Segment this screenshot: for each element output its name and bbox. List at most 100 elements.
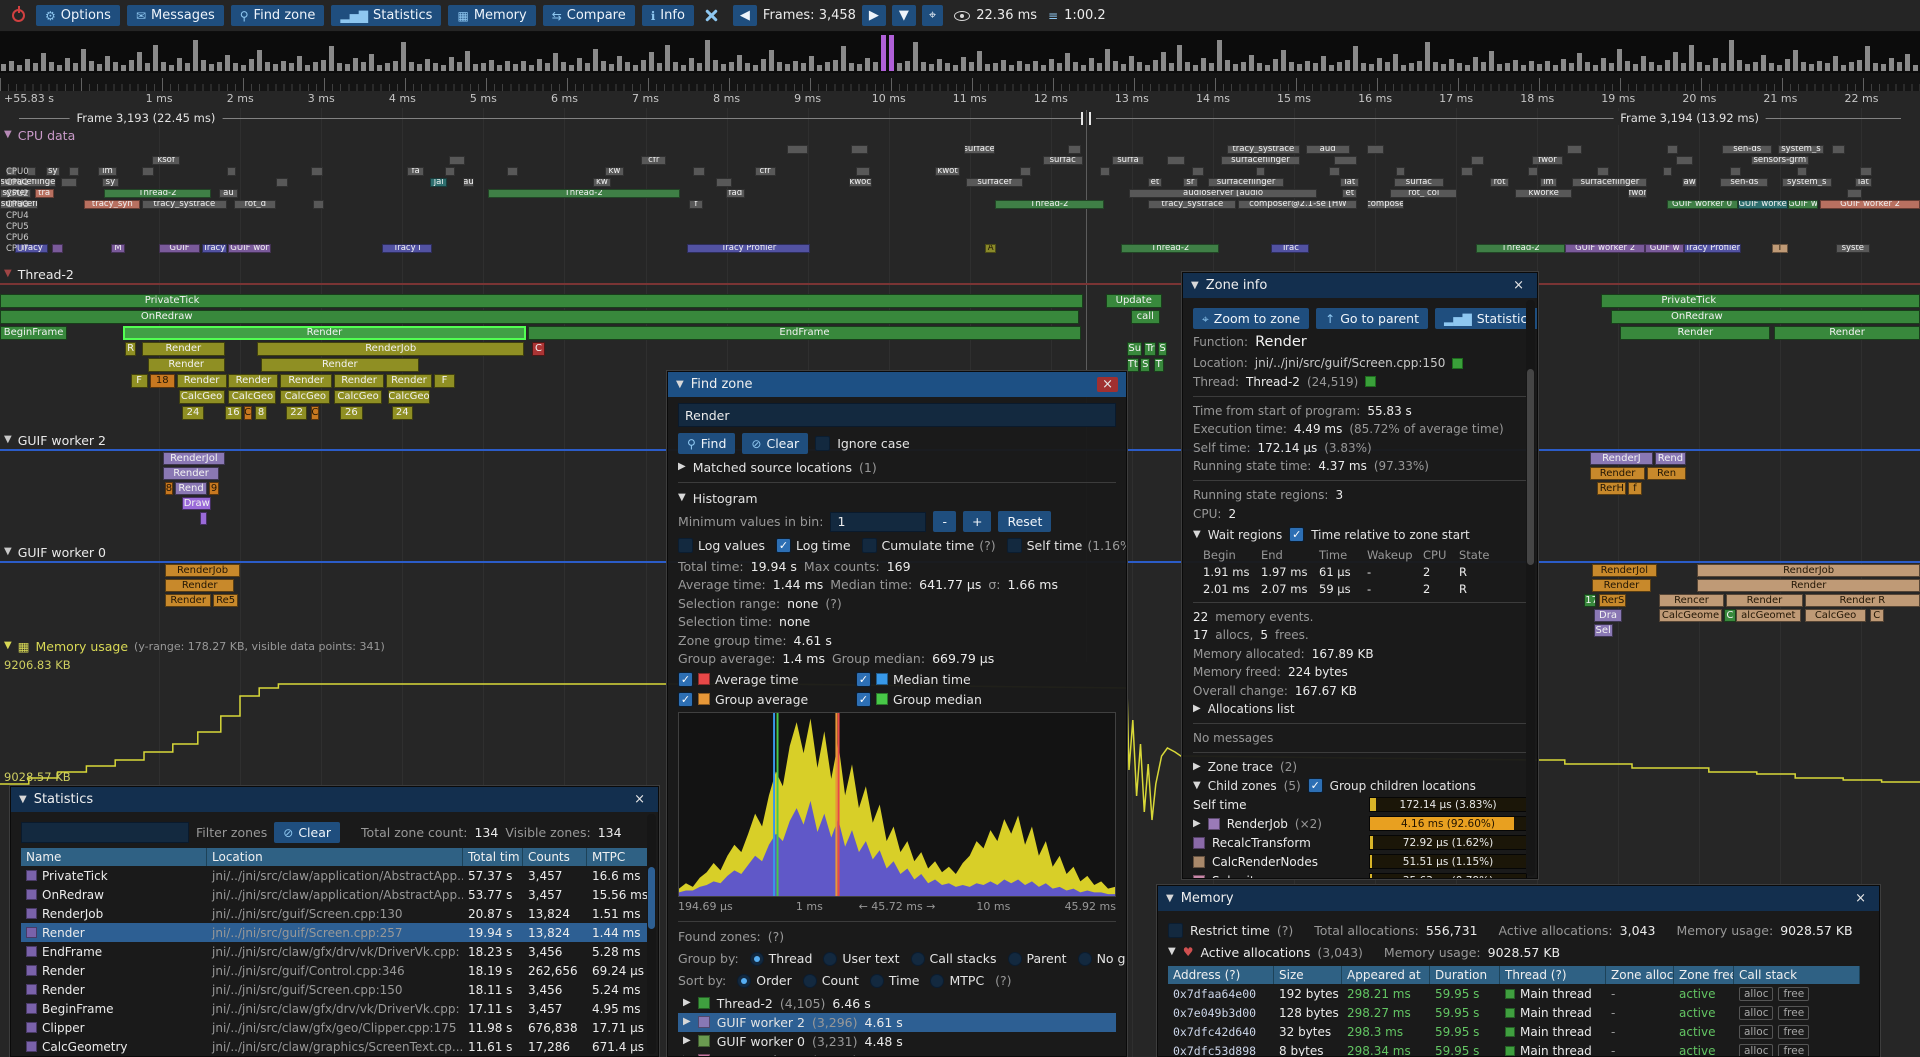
column-header[interactable]: Name	[21, 847, 207, 866]
timeline-zone[interactable]	[26, 167, 37, 176]
timeline-zone[interactable]	[1019, 167, 1032, 176]
min-bin-input[interactable]	[830, 511, 927, 532]
zone-group-guif-worker-2[interactable]: ▶ GUIF worker 2 (3,296) 4.61 s	[678, 1012, 1116, 1032]
timeline-zone-draw[interactable]: Draw	[182, 497, 212, 510]
timeline-zone-renderj[interactable]: RenderJ	[1589, 452, 1654, 465]
call-stack-link[interactable]: free	[1778, 1005, 1810, 1020]
call-stack-link[interactable]: free	[1778, 1043, 1810, 1056]
section-header-memory-usage[interactable]: ▼ ▦ Memory usage (y-range: 178.27 KB, visib…	[4, 638, 385, 654]
timeline-zone-c[interactable]: C	[531, 342, 546, 356]
sort-by-mtpc[interactable]: MTPC	[930, 973, 984, 988]
timeline-zone-jal[interactable]: jal	[430, 178, 448, 187]
collapse-icon[interactable]: ▼	[4, 546, 12, 557]
collapse-icon[interactable]: ▼	[676, 378, 684, 390]
timeline-zone-c[interactable]: C	[243, 406, 252, 420]
next-frame-button[interactable]: ▶	[861, 5, 886, 26]
group-by-user-text[interactable]: User text	[823, 951, 900, 966]
ignore-case-checkbox[interactable]	[815, 436, 831, 451]
timeline-zone-ksof[interactable]: ksof	[151, 156, 181, 165]
average-time-checkbox[interactable]: ✓	[678, 671, 693, 687]
timeline-zone[interactable]	[1470, 156, 1485, 165]
timeline-zone-sen-ds[interactable]: sen-ds	[1722, 145, 1773, 154]
memory-table-row[interactable]: 0x7dfaa64e00 192 bytes 298.21 ms 59.95 s Mai…	[1168, 984, 1869, 1003]
toolbar-button-info[interactable]: ℹ Info	[641, 5, 694, 26]
collapse-icon[interactable]: ▼	[1166, 892, 1174, 904]
parent-radio[interactable]	[1007, 951, 1022, 966]
button-zoom-to-zone[interactable]: ⌖ Zoom to zone	[1193, 308, 1310, 329]
group-median-checkbox[interactable]: ✓	[856, 691, 871, 707]
timeline-zone-render[interactable]: Render	[385, 374, 432, 388]
timeline-zone[interactable]	[1328, 167, 1341, 176]
timeline-zone-update[interactable]: Update	[1105, 294, 1162, 308]
timeline-zone[interactable]	[449, 156, 465, 165]
timeline-zone-i[interactable]: I	[1772, 244, 1788, 253]
timeline-zone-renderjob[interactable]: RenderJob	[1697, 564, 1920, 577]
timeline-zone-surfaceflinger[interactable]: surfaceflinger	[1572, 178, 1648, 187]
toolbar-button-find-zone[interactable]: ⚲ Find zone	[230, 5, 325, 26]
timeline-zone-ren[interactable]: Ren	[1647, 467, 1686, 480]
memory-table-row[interactable]: 0x7dfc53d898 8 bytes 298.34 ms 59.95 s Main …	[1168, 1041, 1869, 1056]
timeline-zone-iat[interactable]: iat	[1340, 178, 1360, 187]
count-radio[interactable]	[802, 973, 817, 988]
timeline-zone-render[interactable]: Render	[228, 374, 279, 388]
timeline-zone-sensors-grm[interactable]: sensors-grm	[1751, 156, 1809, 165]
group-by-call-stacks[interactable]: Call stacks	[910, 951, 997, 966]
collapse-icon[interactable]: ▼	[4, 434, 12, 445]
statistics-row[interactable]: PrivateTick jni/../jni/src/claw/applicati…	[21, 866, 648, 885]
timeline-zone-privatetick[interactable]: PrivateTick	[1601, 294, 1920, 308]
close-icon[interactable]: ×	[1513, 278, 1524, 293]
timeline-zone-au[interactable]: au	[218, 189, 239, 198]
timeline-zone-kwot[interactable]: kwot	[935, 167, 960, 176]
timeline-zone-dra[interactable]: Dra	[1593, 609, 1623, 622]
timeline-zone-surfaceflinger[interactable]: surfaceflinger	[1221, 156, 1300, 165]
statistics-titlebar[interactable]: ▼ Statistics ×	[11, 787, 658, 812]
close-icon[interactable]: ×	[634, 792, 645, 807]
timeline-zone-render[interactable]: Render	[334, 374, 384, 388]
timeline-zone-9[interactable]: 9	[209, 482, 219, 495]
median-time-checkbox[interactable]: ✓	[856, 671, 871, 687]
group-by-parent[interactable]: Parent	[1007, 951, 1067, 966]
timeline-zone[interactable]	[142, 167, 154, 176]
timeline-zone-r[interactable]: R	[124, 342, 137, 356]
timeline-zone-guif-worker-2[interactable]: GUIF worker 2	[1564, 244, 1646, 253]
statistics-row[interactable]: EndFrame jni/../jni/src/claw/gfx/drv/vk/D…	[21, 942, 648, 961]
timeline-zone-im[interactable]: im	[1539, 178, 1558, 187]
timeline-zone-cfr[interactable]: cfr	[754, 167, 776, 176]
statistics-row[interactable]: Clipper jni/../jni/src/claw/gfx/geo/Clipp…	[21, 1018, 648, 1037]
timeline-zone-t[interactable]: T	[1153, 358, 1164, 372]
timeline-zone-17[interactable]: -17	[1584, 594, 1596, 607]
zone-info-scrollbar[interactable]	[1526, 300, 1535, 876]
section-header-guif-worker-0[interactable]: ▼ GUIF worker 0	[4, 544, 106, 560]
timeline-zone-24[interactable]: 24	[391, 406, 413, 420]
timeline-zone[interactable]	[1395, 167, 1406, 176]
timeline-zone[interactable]	[1167, 156, 1185, 165]
timeline-zone-tra[interactable]: tra	[34, 189, 54, 198]
restrict-time-checkbox[interactable]	[1168, 922, 1183, 938]
timeline-zone[interactable]	[51, 244, 64, 253]
collapse-icon[interactable]: ▼	[1191, 279, 1199, 291]
timeline-zone-render[interactable]: Render	[163, 467, 219, 480]
timeline-zone-tracy-syn[interactable]: tracy_syn	[84, 200, 141, 209]
log-time-checkbox[interactable]: ✓	[775, 537, 791, 553]
timeline-zone-renderjob[interactable]: RenderJob	[257, 342, 525, 356]
timeline-zone-surfaceflinger[interactable]: surfaceflinger	[1207, 178, 1285, 187]
child-zone-submit[interactable]: Submit 35.63 µs (0.79%)	[1193, 872, 1527, 878]
column-header[interactable]: Zone free	[1674, 965, 1734, 984]
column-header[interactable]: Appeared at	[1342, 965, 1430, 984]
timeline-zone-a[interactable]: A	[984, 244, 997, 253]
filter-input[interactable]	[21, 822, 189, 843]
find-button[interactable]: ⚲ Find	[678, 433, 736, 454]
timeline-zone[interactable]	[199, 512, 208, 525]
sort-by-time[interactable]: Time	[869, 973, 919, 988]
timeline-zone-calcgeo[interactable]: CalcGeo	[178, 390, 225, 404]
find-zone-histogram-plot[interactable]	[678, 711, 1116, 897]
option-self-time[interactable]: Self time(1.16%)	[1006, 537, 1126, 553]
timeline-zone-guif-worker-2[interactable]: GUIF worker 2	[1820, 200, 1920, 209]
toolbar-button-messages[interactable]: ✉ Messages	[126, 5, 224, 26]
focus-frame-button[interactable]: ⌖	[921, 5, 944, 26]
zone-group-guif-worker-0[interactable]: ▶ GUIF worker 0 (3,231) 4.48 s	[678, 1032, 1116, 1051]
timeline-zone-guif-w[interactable]: GUIF w	[1645, 244, 1684, 253]
child-zone-calcrendernodes[interactable]: CalcRenderNodes 51.51 µs (1.15%)	[1193, 853, 1527, 870]
timeline-zone-trac[interactable]: Trac	[1271, 244, 1310, 253]
timeline-zone-alcgeomet[interactable]: alcGeomet	[1735, 609, 1801, 622]
